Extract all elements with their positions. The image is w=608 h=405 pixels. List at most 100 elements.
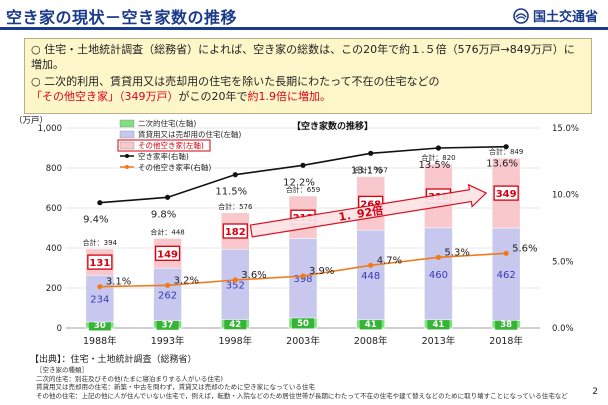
notes-title: ［空き家の種類］ bbox=[36, 366, 88, 374]
bar-value-label: 349 bbox=[496, 189, 517, 200]
line-value-label: 12.2% bbox=[283, 177, 315, 188]
legend-swatch bbox=[119, 141, 135, 150]
summary-box: ○ 住宅・土地統計調査（総務省）によれば、空き家の総数は、この20年で約１.５倍… bbox=[24, 38, 592, 114]
line-value-label: 13.1% bbox=[351, 165, 383, 176]
bar-value-label: 149 bbox=[157, 249, 178, 260]
legend-label: その他空き家率(右軸) bbox=[138, 162, 211, 172]
bar-value-label: 398 bbox=[293, 274, 312, 285]
line-point bbox=[232, 277, 238, 283]
y-right-tick: 5.0% bbox=[552, 257, 574, 267]
line-value-label: 3.6% bbox=[241, 270, 266, 281]
line-point bbox=[435, 145, 442, 151]
line-value-label: 13.5% bbox=[419, 160, 451, 171]
line-value-label: 3.1% bbox=[106, 277, 131, 288]
bar-segment bbox=[356, 229, 385, 321]
y-left-tick: 800 bbox=[46, 164, 62, 174]
line-point bbox=[300, 162, 306, 168]
value-box bbox=[359, 318, 382, 330]
line-point bbox=[503, 250, 509, 256]
line-point bbox=[503, 144, 509, 150]
y-unit-label: （万戸） bbox=[14, 116, 48, 126]
total-label: 合計：659 bbox=[286, 185, 320, 194]
bar-value-label: 42 bbox=[229, 320, 241, 330]
chart-title: 【空き家数の推移】 bbox=[292, 120, 373, 132]
value-box bbox=[495, 318, 518, 330]
bar-value-label: 41 bbox=[365, 320, 377, 330]
total-label: 合計：576 bbox=[218, 202, 253, 211]
bar-segment bbox=[424, 227, 453, 321]
note-rental-sale: 賃貸用又は売却用の住宅：新築・中古を問わず，賃貸又は売却のために空き家になってい… bbox=[36, 383, 315, 391]
source-caption: 【出典】：住宅・土地統計調査（総務省） bbox=[30, 355, 197, 365]
line-value-label: 9.4% bbox=[83, 215, 108, 226]
legend-label: 賃貸用又は売却用の住宅(左軸) bbox=[138, 129, 241, 139]
bar-value-label: 262 bbox=[158, 290, 177, 301]
bar-value-label: 50 bbox=[297, 319, 309, 329]
bar-value-label: 462 bbox=[497, 270, 516, 281]
bar-value-label: 38 bbox=[500, 320, 512, 330]
x-tick-label: 1998年 bbox=[218, 335, 252, 347]
legend-swatch bbox=[119, 130, 135, 139]
legend-label: その他空き家(左軸) bbox=[138, 140, 204, 150]
bar-value-label: 352 bbox=[226, 280, 245, 291]
line-point bbox=[300, 273, 306, 279]
bar-value-label: 41 bbox=[433, 320, 445, 330]
bar-value-label: 234 bbox=[90, 295, 109, 306]
bar-segment bbox=[85, 274, 115, 323]
summary-highlight-1: 「その他空き家」（349万戸） bbox=[31, 90, 179, 103]
bar-value-label: 37 bbox=[162, 320, 174, 330]
line-value-label: 5.6% bbox=[512, 243, 537, 254]
bar-value-label: 268 bbox=[360, 199, 381, 210]
value-box bbox=[224, 318, 247, 330]
total-label: 合計：757 bbox=[354, 166, 388, 175]
bar-segment bbox=[153, 267, 182, 321]
summary-highlight-2: 約1.9倍に増加。 bbox=[247, 90, 332, 103]
line-value-label: 3.9% bbox=[309, 266, 334, 277]
ministry-name: 国土交通省 bbox=[532, 10, 598, 25]
note-second-homes: 二次的住宅：別荘及びその他(たまに寝泊まりする人がいる住宅) bbox=[36, 374, 223, 383]
line-value-label: 3.2% bbox=[174, 275, 199, 286]
y-left-tick: 400 bbox=[46, 244, 62, 254]
value-box bbox=[292, 317, 314, 329]
line-point bbox=[164, 194, 171, 200]
x-tick-label: 2003年 bbox=[286, 335, 320, 347]
value-box bbox=[154, 245, 181, 261]
value-box bbox=[87, 254, 113, 270]
line-value-label: 11.5% bbox=[215, 187, 247, 198]
line-point bbox=[435, 254, 442, 260]
vacant-house-chart: 0 200 400 600 800 1,000 0.0% 5.0% 10.0% 15.0% 30… bbox=[14, 116, 579, 347]
total-label: 合計：448 bbox=[150, 227, 184, 236]
y-right-tick: 15.0% bbox=[552, 124, 579, 134]
page-title: 空き家の現状－空き家数の推移 bbox=[6, 8, 238, 27]
line-point bbox=[368, 262, 374, 268]
y-left-tick: 600 bbox=[46, 204, 62, 214]
bar-value-label: 30 bbox=[94, 321, 106, 331]
line-value-label: 4.7% bbox=[377, 255, 402, 266]
value-box bbox=[427, 318, 450, 330]
y-left-tick: 0 bbox=[57, 324, 62, 334]
value-box bbox=[493, 185, 519, 201]
legend-label: 空き家率(右軸) bbox=[138, 151, 189, 161]
legend-marker bbox=[125, 165, 129, 169]
y-right-tick: 10.0% bbox=[552, 191, 579, 201]
summary-point-1: ○ 住宅・土地統計調査（総務省）によれば、空き家の総数は、この20年で約１.５倍… bbox=[31, 43, 575, 71]
bar-value-label: 131 bbox=[89, 258, 110, 269]
y-left-tick: 200 bbox=[46, 284, 62, 294]
line-point bbox=[97, 200, 103, 206]
y-right-tick: 0.0% bbox=[552, 324, 574, 334]
bar-segment bbox=[491, 227, 521, 321]
x-tick-label: 2008年 bbox=[354, 335, 388, 347]
line-point bbox=[97, 284, 103, 290]
x-tick-label: 1993年 bbox=[151, 335, 185, 347]
line-point bbox=[164, 282, 171, 288]
value-box bbox=[88, 319, 111, 331]
summary-point-2: ○ 二次的利用、賃貸用又は売却用の住宅を除いた長期にわたって不在の住宅などの「そ… bbox=[31, 75, 440, 103]
x-tick-label: 2018年 bbox=[489, 335, 523, 347]
title-rule bbox=[0, 27, 608, 30]
ministry-logo-block: 国土交通省 bbox=[513, 6, 598, 25]
line-point bbox=[232, 172, 238, 178]
total-label: 合計：820 bbox=[421, 153, 455, 162]
line-value-label: 5.3% bbox=[444, 247, 469, 258]
bar-value-label: 460 bbox=[429, 270, 448, 281]
x-tick-label: 2013年 bbox=[422, 335, 456, 347]
page-number: 2 bbox=[592, 387, 598, 397]
